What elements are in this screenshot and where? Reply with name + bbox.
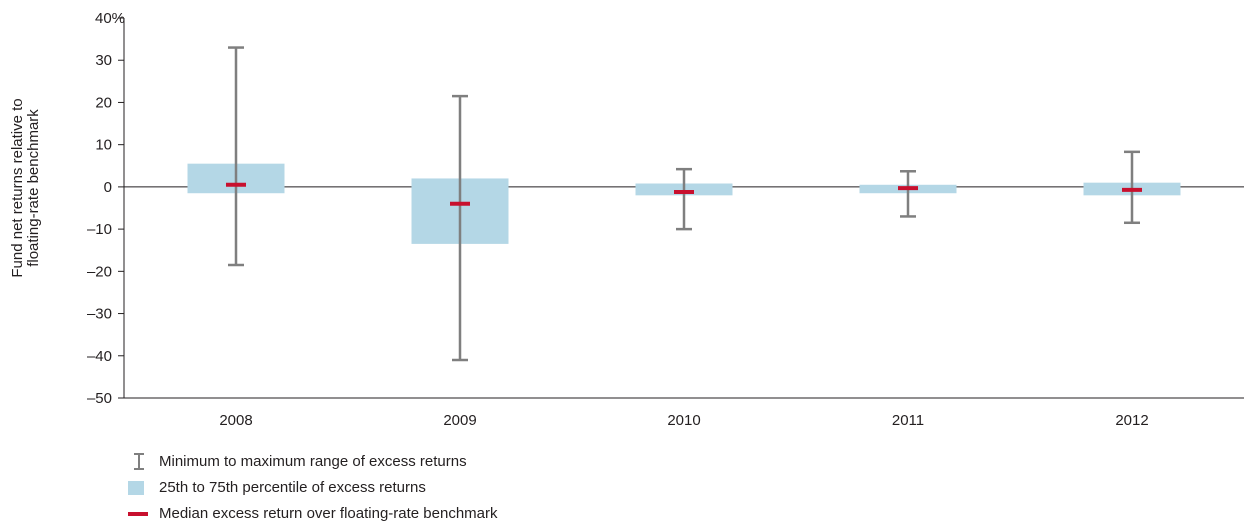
y-tick-label: 30 [95, 52, 112, 69]
y-tick-label: –20 [87, 263, 112, 280]
box-chart: Fund net returns relative tofloating-rat… [9, 10, 1244, 429]
x-tick-label-2011: 2011 [892, 412, 924, 429]
y-axis-title-line: Fund net returns relative to [9, 98, 26, 277]
y-tick-label: 20 [95, 94, 112, 111]
y-axis-title-line: floating-rate benchmark [25, 109, 42, 267]
y-tick-label: 10 [95, 137, 112, 154]
legend-item-median: Median excess return over floating-rate … [128, 504, 728, 524]
y-tick-label: 40% [95, 10, 125, 27]
range-icon [134, 453, 144, 470]
x-tick-label-2010: 2010 [667, 412, 700, 429]
median-line-icon [128, 512, 148, 516]
x-tick-label-2012: 2012 [1115, 412, 1148, 429]
y-axis-title-text: Fund net returns relative tofloating-rat… [9, 98, 42, 277]
y-axis-title: Fund net returns relative tofloating-rat… [9, 98, 42, 277]
legend-item-box: 25th to 75th percentile of excess return… [128, 478, 728, 498]
y-tick-label: 0 [104, 179, 112, 196]
legend-item-range: Minimum to maximum range of excess retur… [128, 452, 728, 472]
x-tick-label-2009: 2009 [443, 412, 476, 429]
y-tick-label: –40 [87, 348, 112, 365]
x-tick-label-2008: 2008 [219, 412, 252, 429]
box-swatch-icon [128, 481, 144, 495]
x-axis: 2008 2009 2010 2011 2012 [124, 397, 1244, 429]
legend-label-range: Minimum to maximum range of excess retur… [159, 453, 467, 470]
y-tick-label: –50 [87, 390, 112, 407]
y-tick-label: –10 [87, 221, 112, 238]
y-axis: 40% 30 20 10 0 –10 –20 –30 –40 –50 [87, 10, 125, 407]
plot-area [124, 46, 1244, 362]
legend-label-median: Median excess return over floating-rate … [159, 505, 498, 522]
legend-label-box: 25th to 75th percentile of excess return… [159, 479, 426, 496]
y-tick-label: –30 [87, 306, 112, 323]
